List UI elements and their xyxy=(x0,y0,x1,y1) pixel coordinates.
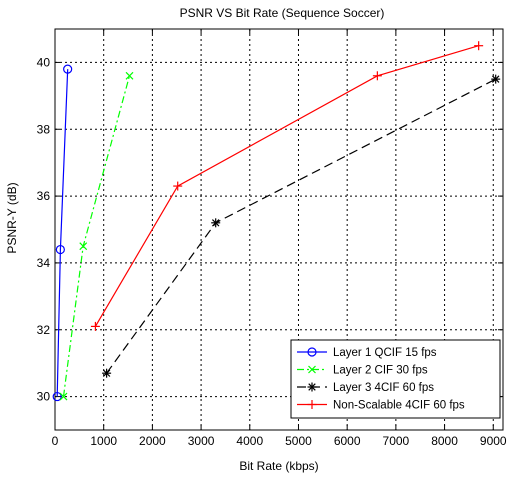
chart-title: PSNR VS Bit Rate (Sequence Soccer) xyxy=(180,6,385,20)
x-tick-label: 6000 xyxy=(334,434,361,448)
series xyxy=(102,74,501,378)
data-point xyxy=(372,71,382,81)
series-line xyxy=(94,45,479,327)
data-point xyxy=(125,71,134,80)
data-point xyxy=(173,181,183,191)
legend-label: Layer 1 QCIF 15 fps xyxy=(333,347,437,359)
x-tick-label: 3000 xyxy=(188,434,215,448)
data-point xyxy=(307,400,317,409)
data-point xyxy=(307,382,317,392)
plot-frame xyxy=(54,28,504,431)
x-tick-label: 7000 xyxy=(383,434,410,448)
data-point xyxy=(59,392,68,401)
data-point xyxy=(308,365,316,374)
series-line xyxy=(56,69,69,397)
data-point xyxy=(307,347,317,357)
y-tick-label: 40 xyxy=(37,55,51,69)
legend-label: Layer 2 CIF 30 fps xyxy=(333,365,428,377)
legend-label: Non-Scalable 4CIF 60 fps xyxy=(333,400,465,412)
legend-item: Non-Scalable 4CIF 60 fps xyxy=(297,400,465,412)
x-tick-label: 9000 xyxy=(480,434,507,448)
data-point xyxy=(491,74,501,84)
x-tick-label: 4000 xyxy=(236,434,263,448)
x-tick-label: 0 xyxy=(52,434,59,448)
series-line xyxy=(62,75,131,397)
legend-items: Layer 1 QCIF 15 fps Layer 2 CIF 30 fps Lay… xyxy=(297,347,465,412)
series xyxy=(52,64,73,402)
legend-item: Layer 1 QCIF 15 fps xyxy=(297,347,437,359)
data-point xyxy=(211,218,221,228)
data-point xyxy=(55,244,65,255)
data-point xyxy=(90,321,100,331)
x-axis-label: Bit Rate (kbps) xyxy=(239,459,318,473)
legend-item: Layer 3 4CIF 60 fps xyxy=(297,382,434,394)
legend-item: Layer 2 CIF 30 fps xyxy=(297,365,428,377)
axis-ticks: 0 1000 2000 3000 4000 5000 6000 7000 8000 9000 30 3… xyxy=(37,29,507,448)
y-axis-label: PSNR-Y (dB) xyxy=(5,182,19,253)
y-tick-label: 34 xyxy=(37,256,51,270)
series xyxy=(59,71,134,401)
y-tick-label: 36 xyxy=(37,189,51,203)
y-tick-label: 30 xyxy=(37,390,51,404)
legend-label: Layer 3 4CIF 60 fps xyxy=(333,382,434,394)
data-point xyxy=(102,368,112,378)
x-tick-label: 2000 xyxy=(139,434,166,448)
x-tick-label: 5000 xyxy=(285,434,312,448)
data-point xyxy=(63,64,73,74)
y-tick-label: 32 xyxy=(37,323,51,337)
series-line xyxy=(106,78,496,374)
data-point xyxy=(52,391,62,402)
data-point xyxy=(474,41,484,51)
x-tick-label: 1000 xyxy=(90,434,117,448)
y-tick-label: 38 xyxy=(37,122,51,136)
legend: Layer 1 QCIF 15 fps Layer 2 CIF 30 fps Lay… xyxy=(290,339,501,419)
series-layer xyxy=(52,41,501,402)
data-point xyxy=(79,242,88,251)
x-tick-label: 8000 xyxy=(431,434,458,448)
series xyxy=(90,41,484,331)
